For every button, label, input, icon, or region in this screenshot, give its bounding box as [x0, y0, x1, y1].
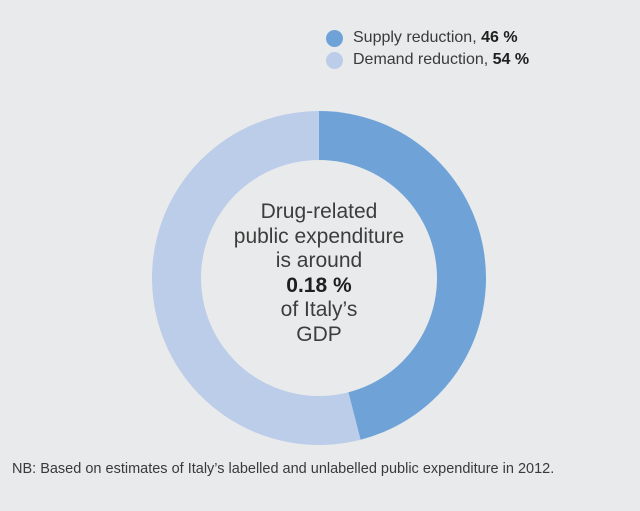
footnote: NB: Based on estimates of Italy’s labell… — [12, 461, 555, 477]
center-line-4: of Italy’s — [280, 298, 358, 321]
center-line-3: is around — [275, 249, 363, 272]
legend-item-supply: Supply reduction, 46 % — [326, 27, 529, 49]
legend-value-demand: 54 % — [492, 51, 530, 68]
legend-item-demand: Demand reduction, 54 % — [326, 49, 529, 71]
legend: Supply reduction, 46 % Demand reduction,… — [326, 27, 529, 71]
center-line-1: Drug-related — [260, 200, 378, 223]
legend-label-demand: Demand reduction — [353, 51, 484, 68]
legend-label-supply: Supply reduction — [353, 29, 473, 46]
legend-swatch-supply — [326, 29, 343, 47]
center-line-5: GDP — [296, 322, 342, 346]
legend-swatch-demand — [326, 51, 343, 69]
center-line-2: public expenditure — [233, 224, 405, 248]
center-value: 0.18 % — [286, 273, 352, 297]
legend-value-supply: 46 % — [481, 29, 518, 46]
donut-center-text: Drug-related public expenditure is aroun… — [184, 200, 454, 347]
donut-hole — [201, 160, 437, 396]
